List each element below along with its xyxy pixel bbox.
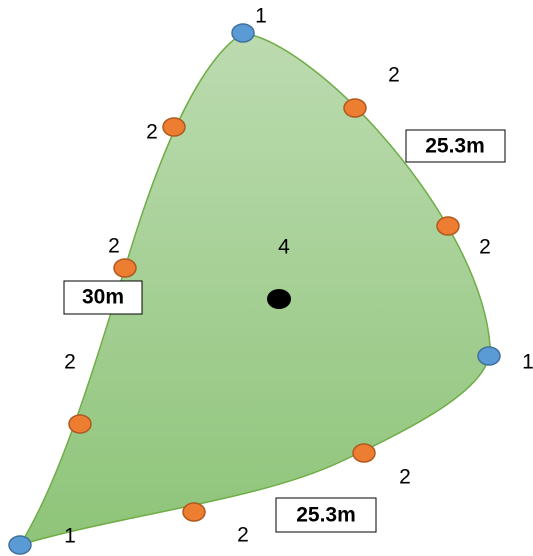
edge-point-label: 2	[108, 235, 120, 258]
vertex-label: 1	[255, 5, 267, 28]
edge-point	[113, 258, 137, 278]
edge-point-label: 2	[399, 466, 411, 489]
vertex	[8, 535, 32, 555]
edge-point	[436, 216, 460, 236]
edge-label: 30m	[82, 286, 124, 309]
edge-label: 25.3m	[425, 135, 485, 158]
center-label: 4	[278, 236, 290, 259]
vertex	[231, 23, 255, 43]
edge-label-box	[405, 129, 506, 163]
edge-point-label: 2	[237, 524, 249, 547]
edge-point-label: 2	[146, 121, 158, 144]
edge-point-label: 2	[388, 64, 400, 87]
edge-label-box	[63, 280, 143, 315]
edge-label: 25.3m	[296, 504, 356, 527]
edge-label-box	[275, 497, 377, 533]
edge-point	[343, 98, 367, 118]
edge-point	[182, 502, 206, 522]
edge-point	[68, 414, 92, 434]
edge-point	[162, 117, 186, 137]
edge-point-label: 2	[64, 351, 76, 374]
center-point	[267, 289, 291, 309]
edge-point-label: 2	[479, 236, 491, 259]
edge-point	[352, 443, 376, 463]
vertex-label: 1	[64, 525, 76, 548]
vertex-label: 1	[522, 351, 533, 374]
vertex	[477, 346, 501, 366]
